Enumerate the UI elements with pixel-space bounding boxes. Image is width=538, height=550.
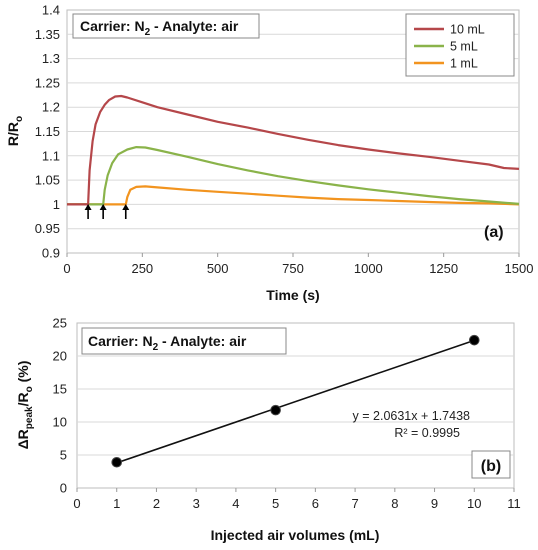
chart-b-x-tick-label: 10 <box>467 496 481 511</box>
chart-b-y-tick-label: 10 <box>53 415 67 430</box>
chart-b-panel-label-box <box>471 450 511 479</box>
chart-a-y-tick-label: 0.9 <box>42 246 60 261</box>
chart-b-y-tick-label: 25 <box>53 316 67 331</box>
chart-b-x-tick-label: 0 <box>73 496 80 511</box>
chart-a-y-tick-label: 1.25 <box>35 75 60 90</box>
chart-b-data-point <box>270 404 281 416</box>
chart-b-x-tick-label: 4 <box>232 496 239 511</box>
chart-b-y-tick-label: 20 <box>53 349 67 364</box>
chart-b-x-tick-label: 2 <box>153 496 160 511</box>
chart-a-y-tick-label: 0.95 <box>35 221 60 236</box>
chart-b: 0 5 10 15 20 25 0 1 2 3 4 5 6 7 8 9 10 11 Carrier: N2 - … <box>15 316 521 544</box>
chart-a-injection-arrowhead <box>84 204 92 210</box>
chart-a-legend-label: 1 mL <box>450 57 478 71</box>
chart-a-x-tick-label: 500 <box>207 261 229 276</box>
chart-a-y-tick-label: 1.4 <box>42 3 60 18</box>
chart-b-y-ticks: 0 5 10 15 20 25 <box>53 316 67 496</box>
chart-a-y-tick-label: 1.15 <box>35 124 60 139</box>
chart-b-points <box>111 334 480 468</box>
chart-b-x-tick-label: 7 <box>351 496 358 511</box>
chart-b-y-tick-label: 5 <box>60 448 67 463</box>
chart-b-x-axis-label: Injected air volumes (mL) <box>211 527 380 543</box>
chart-a-series <box>67 94 520 206</box>
chart-a-y-tick-label: 1 <box>53 197 60 212</box>
chart-b-x-ticks: 0 1 2 3 4 5 6 7 8 9 10 11 <box>73 488 521 511</box>
chart-b-y-tick-label: 0 <box>60 481 67 496</box>
chart-a-x-tick-label: 0 <box>63 261 70 276</box>
chart-a-panel-label: (a) <box>484 224 504 241</box>
chart-b-x-tick-label: 11 <box>507 496 521 511</box>
chart-b-y-tick-label: 15 <box>53 382 67 397</box>
chart-b-x-tick-label: 3 <box>193 496 200 511</box>
chart-b-gridlines <box>77 355 514 456</box>
chart-b-x-tick-label: 1 <box>113 496 120 511</box>
chart-b-trendline-line <box>116 339 475 464</box>
chart-a-series-line <box>67 94 520 206</box>
chart-a-y-tick-label: 1.35 <box>35 27 60 42</box>
chart-b-x-tick-label: 9 <box>431 496 438 511</box>
chart-a-x-tick-label: 750 <box>282 261 304 276</box>
chart-a-y-tick-label: 1.05 <box>35 173 60 188</box>
chart-a-x-tick-label: 1250 <box>429 261 458 276</box>
chart-a: 0.9 0.95 1 1.05 1.1 1.15 1.2 1.25 1.3 1.35 1.4 0 25… <box>5 3 533 304</box>
chart-b-title: Carrier: N2 - Analyte: air <box>88 333 247 353</box>
chart-a-x-tick-label: 1500 <box>505 261 534 276</box>
chart-a-title: Carrier: N2 - Analyte: air <box>80 18 239 38</box>
chart-b-panel-label: (b) <box>481 458 501 475</box>
chart-a-y-tick-label: 1.3 <box>42 51 60 66</box>
chart-a-injection-arrows <box>84 204 130 219</box>
chart-a-injection-arrowhead <box>122 204 130 210</box>
chart-b-title-box <box>81 327 287 355</box>
chart-b-r-squared: R² = 0.9995 <box>394 426 460 440</box>
chart-a-injection-arrowhead <box>99 204 107 210</box>
chart-a-legend: 10 mL 5 mL 1 mL <box>405 13 515 77</box>
chart-a-x-tick-label: 1000 <box>354 261 383 276</box>
chart-b-x-tick-label: 6 <box>312 496 319 511</box>
chart-a-y-axis-label: R/Ro <box>5 116 25 146</box>
chart-a-legend-label: 10 mL <box>450 23 485 37</box>
chart-b-x-tick-label: 8 <box>391 496 398 511</box>
chart-a-x-tick-label: 250 <box>131 261 153 276</box>
chart-b-y-axis-label: ΔRpeak/Ro (%) <box>15 361 35 450</box>
chart-a-series-line <box>67 185 520 206</box>
chart-a-y-tick-label: 1.2 <box>42 100 60 115</box>
chart-a-x-ticks: 0 250 500 750 1000 1250 1500 <box>63 253 533 276</box>
chart-b-x-tick-label: 5 <box>272 496 279 511</box>
chart-b-data-point <box>468 334 480 346</box>
chart-a-series-line <box>67 146 520 206</box>
chart-b-data-point <box>111 456 123 468</box>
chart-a-x-axis-label: Time (s) <box>266 287 319 303</box>
chart-a-legend-label: 5 mL <box>450 40 478 54</box>
chart-a-y-ticks: 0.9 0.95 1 1.05 1.1 1.15 1.2 1.25 1.3 1.35 1.4 <box>35 3 60 261</box>
chart-a-y-tick-label: 1.1 <box>42 148 60 163</box>
chart-b-equation: y = 2.0631x + 1.7438 <box>353 409 471 423</box>
chart-a-title-box <box>72 13 260 39</box>
chart-b-trendline <box>116 339 475 464</box>
